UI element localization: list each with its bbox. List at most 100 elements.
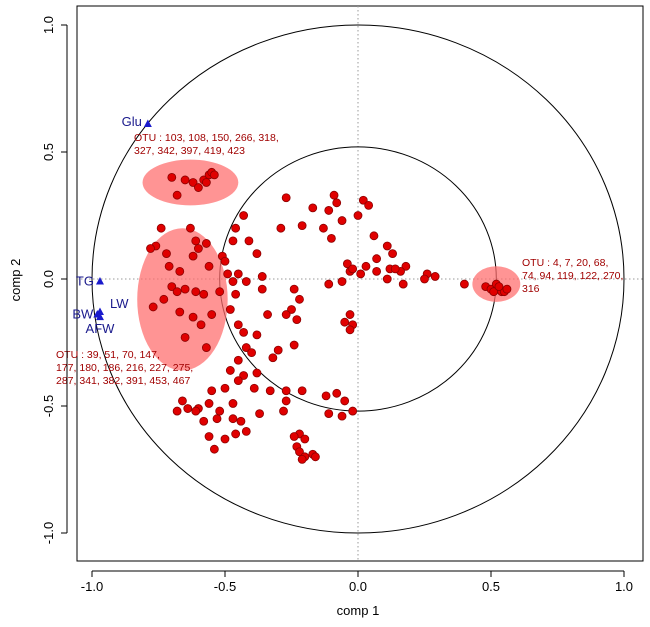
cluster-label-3: OTU : 4, 7, 20, 68, 74, 94, 119, 122, 270… (522, 257, 623, 295)
data-point (156, 223, 166, 233)
data-point (233, 355, 243, 365)
data-point (233, 320, 243, 330)
data-point (228, 399, 238, 408)
cluster-label-1: OTU : 103, 108, 150, 266, 318, 327, 342, … (134, 132, 279, 157)
variable-label-lw: LW (110, 296, 129, 311)
data-point (201, 178, 211, 187)
data-point (311, 452, 320, 462)
variable-marker-afw (95, 312, 104, 321)
data-point (241, 426, 251, 436)
data-point (268, 353, 278, 363)
data-point (345, 310, 355, 319)
data-point (300, 434, 310, 444)
data-point (276, 223, 286, 233)
y-tick-label: 0.5 (41, 143, 56, 161)
data-point (241, 343, 251, 352)
variable-marker-tg (95, 277, 104, 285)
data-point (220, 434, 230, 444)
data-point (175, 266, 185, 276)
data-point (337, 216, 347, 225)
data-point (236, 416, 246, 426)
data-point (324, 279, 334, 289)
x-tick-label: -1.0 (81, 579, 103, 594)
data-point (188, 178, 198, 187)
data-point (308, 203, 318, 213)
data-point (281, 310, 291, 319)
data-point (164, 261, 174, 271)
data-point (257, 272, 267, 281)
data-point (239, 371, 249, 380)
x-tick-label: 0.0 (349, 579, 367, 594)
data-point (372, 254, 382, 264)
cluster-label-line: OTU : 4, 7, 20, 68, (522, 257, 608, 269)
data-point (239, 327, 249, 337)
x-tick-label: -0.5 (214, 579, 236, 594)
data-point (186, 223, 195, 233)
data-point (223, 269, 233, 279)
data-point (252, 249, 262, 259)
data-point (292, 315, 302, 325)
data-point (295, 447, 304, 457)
variable-marker-glu (143, 119, 152, 128)
data-point (382, 241, 392, 251)
data-point (326, 233, 336, 243)
data-point (207, 310, 217, 319)
data-point (321, 391, 331, 401)
data-point (342, 259, 352, 269)
data-point (228, 414, 238, 424)
data-point (337, 411, 347, 421)
data-point (148, 302, 158, 312)
data-point (180, 284, 190, 294)
data-point (231, 429, 241, 439)
variable-label-afw: AFW (86, 321, 116, 336)
y-tick-label: 1.0 (41, 16, 56, 34)
data-point (255, 409, 264, 419)
outer-circle (91, 24, 625, 534)
data-point (281, 396, 291, 406)
y-tick-label: -1.0 (41, 522, 56, 544)
data-point (247, 348, 257, 358)
data-point (228, 277, 238, 286)
data-point (225, 305, 235, 314)
data-point (212, 414, 222, 424)
cluster-label-line: 177, 180, 186, 216, 227, 275, (56, 362, 193, 374)
x-tick-label: 0.5 (482, 579, 500, 594)
data-point (159, 294, 169, 304)
data-point (329, 190, 339, 200)
data-point (196, 320, 206, 330)
data-point (220, 383, 230, 393)
data-point (239, 211, 249, 220)
data-point (263, 310, 272, 319)
data-point (265, 386, 275, 396)
x-axis-title: comp 1 (337, 603, 380, 618)
data-point (188, 251, 198, 261)
data-point (297, 454, 307, 464)
x-tick-label: 1.0 (615, 579, 633, 594)
cluster-label-line: 287, 341, 382, 391, 453, 467 (56, 375, 190, 387)
data-point (324, 409, 334, 419)
data-point (191, 287, 201, 297)
data-point (204, 399, 214, 408)
data-point (340, 396, 350, 406)
cluster-label-line: 316 (522, 283, 540, 295)
data-point (228, 236, 238, 246)
cluster-ellipse-2 (137, 228, 228, 371)
data-point (252, 368, 262, 378)
data-point (193, 244, 203, 253)
data-point (209, 170, 219, 180)
data-point (172, 287, 182, 297)
cluster-ellipses (137, 159, 521, 371)
data-point (191, 236, 201, 246)
data-point (281, 386, 291, 396)
data-point (353, 211, 363, 220)
data-point (372, 266, 382, 276)
data-point (297, 386, 307, 396)
data-point (279, 406, 288, 416)
data-point (167, 172, 177, 182)
data-point (231, 223, 241, 233)
data-point (364, 200, 374, 210)
y-tick-label: 0.0 (41, 270, 56, 288)
data-point (220, 256, 230, 266)
data-point (180, 333, 190, 342)
data-point (233, 376, 243, 386)
